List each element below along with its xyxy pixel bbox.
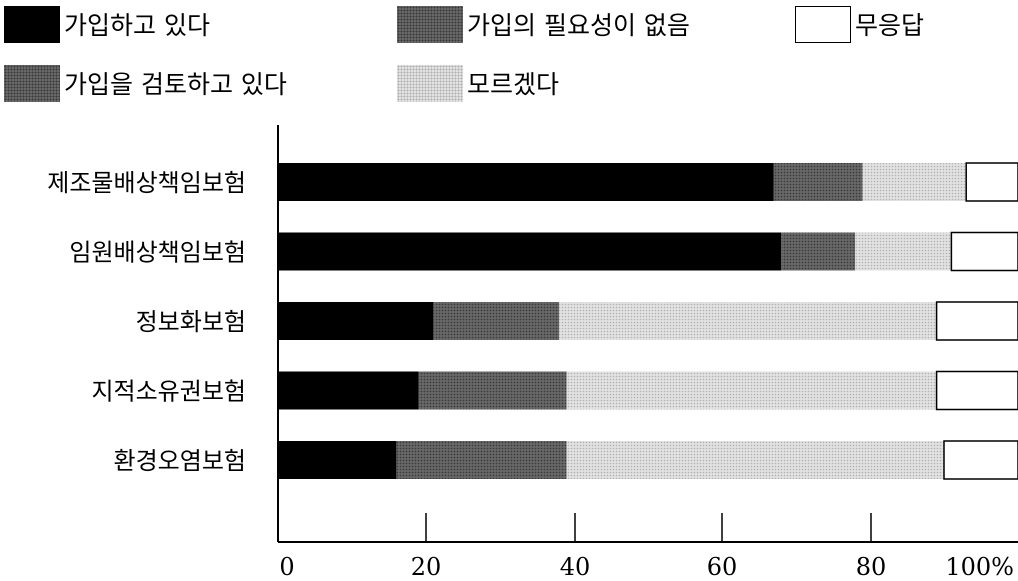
- x-tick-label-0: 0: [279, 553, 294, 581]
- bar-segment-dont-know-2: [855, 232, 952, 271]
- bar-segment-joined-2: [278, 232, 782, 271]
- legend-label-dont-know: 모르겠다: [467, 70, 560, 99]
- category-label-5: 환경오염보험: [114, 447, 246, 475]
- bar-segment-no-answer-2: [950, 231, 1018, 272]
- bar-segment-not-needed-2: [781, 232, 856, 271]
- bar-segment-joined-5: [278, 441, 397, 479]
- legend-item-reviewing: 가입을 검토하고 있다: [4, 63, 287, 103]
- bar-segment-not-needed-4: [418, 371, 567, 410]
- legend-swatch-reviewing: [4, 64, 60, 102]
- legend-swatch-not-needed: [397, 5, 463, 43]
- x-tick-label-100: 100%: [945, 553, 1014, 581]
- bar-segment-no-answer-4: [935, 370, 1018, 411]
- x-tick-label-80: 80: [856, 553, 887, 581]
- bars-layer: [278, 162, 1018, 480]
- category-label-4: 지적소유권보험: [91, 378, 246, 406]
- legend: 가입하고 있다 가입을 검토하고 있다 가입의 필요성이 없음 모르겠다 무응답: [0, 0, 1018, 110]
- x-tick-label-40: 40: [560, 553, 591, 581]
- bar-segment-dont-know-3: [559, 302, 937, 340]
- bar-segment-no-answer-1: [965, 162, 1018, 202]
- x-tick-label-60: 60: [707, 553, 738, 581]
- legend-swatch-no-answer: [795, 5, 851, 43]
- bar-segment-joined-4: [278, 371, 419, 410]
- axes-layer: 0 20 40 60 80 100%: [277, 125, 1018, 581]
- legend-item-dont-know: 모르겠다: [397, 63, 559, 103]
- legend-item-joined: 가입하고 있다: [4, 4, 210, 44]
- bar-segment-dont-know-5: [566, 441, 944, 479]
- bar-segment-not-needed-3: [433, 302, 560, 340]
- bar-segment-no-answer-5: [943, 440, 1018, 480]
- legend-label-no-answer: 무응답: [855, 11, 925, 40]
- legend-item-no-answer: 무응답: [795, 4, 924, 44]
- legend-swatch-joined: [4, 5, 60, 43]
- legend-label-joined: 가입하고 있다: [64, 11, 210, 40]
- x-tick-label-20: 20: [411, 553, 442, 581]
- legend-swatch-dont-know: [397, 64, 463, 102]
- bar-segment-not-needed-1: [773, 163, 863, 201]
- legend-label-not-needed: 가입의 필요성이 없음: [467, 11, 690, 40]
- legend-label-reviewing: 가입을 검토하고 있다: [64, 70, 287, 99]
- category-label-2: 임원배상책임보험: [69, 239, 246, 267]
- category-label-3: 정보화보험: [136, 308, 246, 336]
- bar-segment-joined-1: [278, 163, 774, 201]
- category-label-1: 제조물배상책임보험: [47, 169, 246, 197]
- bar-segment-joined-3: [278, 302, 434, 340]
- bar-segment-dont-know-1: [862, 163, 967, 201]
- legend-item-not-needed: 가입의 필요성이 없음: [397, 4, 690, 44]
- bar-segment-dont-know-4: [566, 371, 937, 410]
- bar-segment-no-answer-3: [935, 301, 1018, 341]
- bar-segment-not-needed-5: [396, 441, 567, 479]
